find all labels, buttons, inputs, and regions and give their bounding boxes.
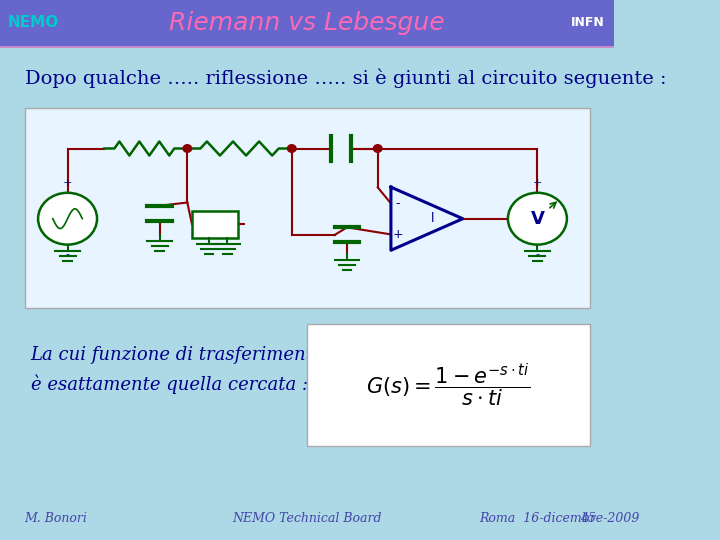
Text: INFN: INFN [571, 16, 605, 30]
Circle shape [374, 145, 382, 152]
Text: NEMO: NEMO [8, 16, 59, 30]
Text: M. Bonori: M. Bonori [24, 512, 87, 525]
Text: -: - [66, 249, 70, 259]
Circle shape [38, 193, 97, 245]
Text: Riemann vs Lebesgue: Riemann vs Lebesgue [169, 11, 445, 35]
Text: NEMO Technical Board: NEMO Technical Board [233, 512, 382, 525]
FancyBboxPatch shape [307, 324, 590, 446]
Circle shape [508, 193, 567, 245]
Bar [192, 211, 238, 238]
Text: V: V [531, 210, 544, 228]
FancyBboxPatch shape [0, 0, 614, 46]
Circle shape [183, 145, 192, 152]
Text: l: l [431, 212, 435, 225]
Text: La cui funzione di trasferimento
è esattamente quella cercata :: La cui funzione di trasferimento è esatt… [31, 346, 325, 394]
Text: Roma  16-dicembre-2009: Roma 16-dicembre-2009 [479, 512, 639, 525]
Text: +: + [63, 178, 72, 188]
Text: -: - [396, 197, 400, 210]
FancyBboxPatch shape [24, 108, 590, 308]
Text: Dopo qualche ….. riflessione ….. si è giunti al circuito seguente :: Dopo qualche ….. riflessione ….. si è gi… [24, 69, 666, 88]
Text: 45: 45 [580, 512, 595, 525]
Text: -: - [536, 249, 539, 259]
Text: +: + [393, 228, 403, 241]
Circle shape [287, 145, 296, 152]
Text: +: + [533, 178, 542, 188]
Text: $G(s) = \dfrac{1 - e^{-s \cdot ti}}{s \cdot ti}$: $G(s) = \dfrac{1 - e^{-s \cdot ti}}{s \c… [366, 361, 531, 409]
